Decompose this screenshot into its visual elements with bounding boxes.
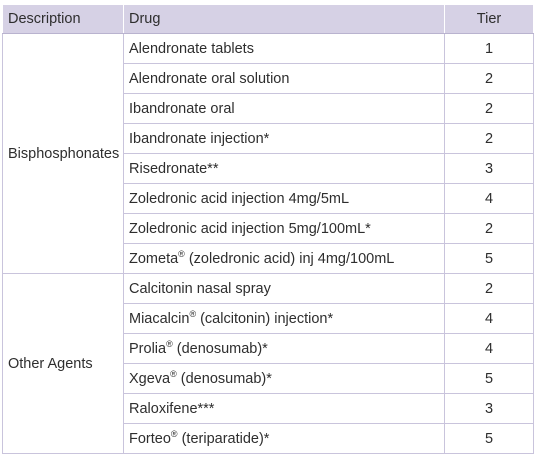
header-row: Description Drug Tier	[2, 4, 534, 34]
registered-mark: ®	[170, 428, 178, 439]
group-description-other-agents: Other Agents	[2, 273, 124, 454]
drug-cell: Raloxifene***	[123, 393, 445, 424]
header-description: Description	[2, 4, 124, 34]
header-drug: Drug	[123, 4, 445, 34]
drug-cell: Alendronate tablets	[123, 33, 445, 64]
tier-cell: 4	[444, 183, 534, 214]
drug-cell: Risedronate**	[123, 153, 445, 184]
table-row: Bisphosphonates Alendronate tablets 1	[2, 33, 534, 274]
drug-cell: Ibandronate injection*	[123, 123, 445, 154]
tier-cell: 2	[444, 63, 534, 94]
registered-mark: ®	[166, 338, 173, 349]
drug-cell: Calcitonin nasal spray	[123, 273, 445, 304]
table-row: Forteo® (teriparatide)* 5	[3, 423, 534, 454]
drug-cell: Zoledronic acid injection 4mg/5mL	[123, 183, 445, 214]
drug-cell: Alendronate oral solution	[123, 63, 445, 94]
tier-cell: 3	[444, 393, 534, 424]
header-tier: Tier	[444, 4, 534, 34]
table-row: Raloxifene*** 3	[3, 393, 534, 424]
table-row: Prolia® (denosumab)* 4	[3, 333, 534, 364]
tier-cell: 5	[444, 423, 534, 454]
tier-cell: 2	[444, 273, 534, 304]
table-row: Other Agents Calcitonin nasal spray 2	[2, 273, 534, 454]
drug-cell: Prolia® (denosumab)*	[123, 333, 445, 364]
tier-cell: 2	[444, 213, 534, 244]
drug-cell: Forteo® (teriparatide)*	[123, 423, 445, 454]
table-row: Alendronate oral solution 2	[3, 63, 534, 94]
drug-cell: Xgeva® (denosumab)*	[123, 363, 445, 394]
tier-cell: 5	[444, 363, 534, 394]
drug-cell: Ibandronate oral	[123, 93, 445, 124]
tier-cell: 4	[444, 333, 534, 364]
tier-cell: 2	[444, 123, 534, 154]
registered-mark: ®	[178, 248, 185, 259]
group-description-bisphosphonates: Bisphosphonates	[2, 33, 124, 274]
tier-cell: 3	[444, 153, 534, 184]
tier-cell: 5	[444, 243, 534, 274]
tier-cell: 2	[444, 93, 534, 124]
registered-mark: ®	[170, 368, 177, 379]
drug-cell: Zometa® (zoledronic acid) inj 4mg/100mL	[123, 243, 445, 274]
tier-cell: 1	[444, 33, 534, 64]
tier-cell: 4	[444, 303, 534, 334]
table-row: Ibandronate injection* 2	[3, 123, 534, 154]
table-row: Miacalcin® (calcitonin) injection* 4	[3, 303, 534, 334]
registered-mark: ®	[189, 308, 197, 319]
drug-cell: Miacalcin® (calcitonin) injection*	[123, 303, 445, 334]
formulary-table: Description Drug Tier Bisphosphonates Al…	[2, 4, 534, 454]
table-row: Zoledronic acid injection 4mg/5mL 4	[3, 183, 534, 214]
drug-cell: Zoledronic acid injection 5mg/100mL*	[123, 213, 445, 244]
